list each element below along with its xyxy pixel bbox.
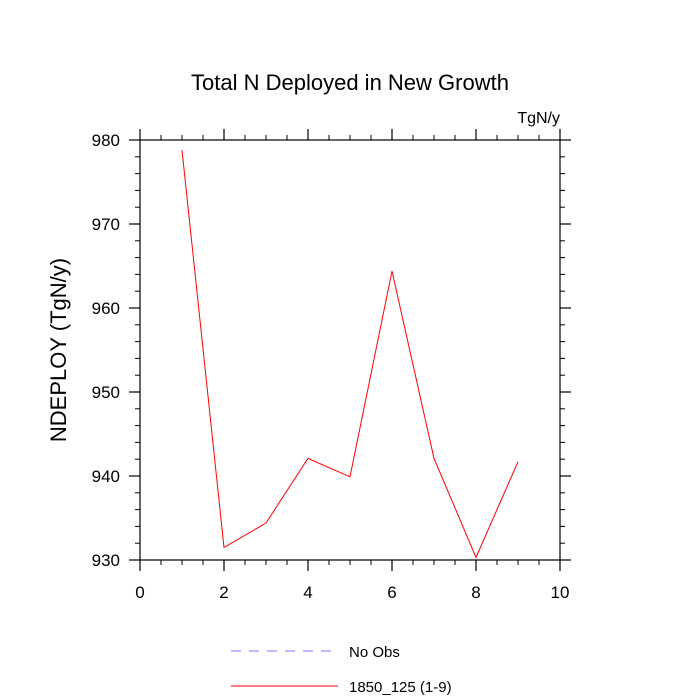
y-tick-label: 930 xyxy=(92,551,120,570)
x-tick-label: 6 xyxy=(387,583,396,602)
y-tick-label: 940 xyxy=(92,467,120,486)
y-tick-label: 970 xyxy=(92,215,120,234)
x-tick-label: 0 xyxy=(135,583,144,602)
legend-label: No Obs xyxy=(349,644,400,661)
x-tick-label: 8 xyxy=(471,583,480,602)
y-tick-label: 950 xyxy=(92,383,120,402)
x-tick-label: 2 xyxy=(219,583,228,602)
y-tick-label: 960 xyxy=(92,299,120,318)
chart-title: Total N Deployed in New Growth xyxy=(191,70,509,95)
series-line xyxy=(181,150,519,559)
x-tick-label: 4 xyxy=(303,583,312,602)
plot-area: 0 2 4 6 8 10 930 940 950 960 970 980 xyxy=(92,129,571,602)
y-tick-label: 980 xyxy=(92,131,120,150)
y-axis-label: NDEPLOY (TgN/y) xyxy=(46,258,71,442)
legend-label: 1850_125 (1-9) xyxy=(349,679,452,696)
legend: No Obs 1850_125 (1-9) xyxy=(231,644,452,696)
units-label: TgN/y xyxy=(517,110,560,127)
x-tick-label: 10 xyxy=(551,583,570,602)
